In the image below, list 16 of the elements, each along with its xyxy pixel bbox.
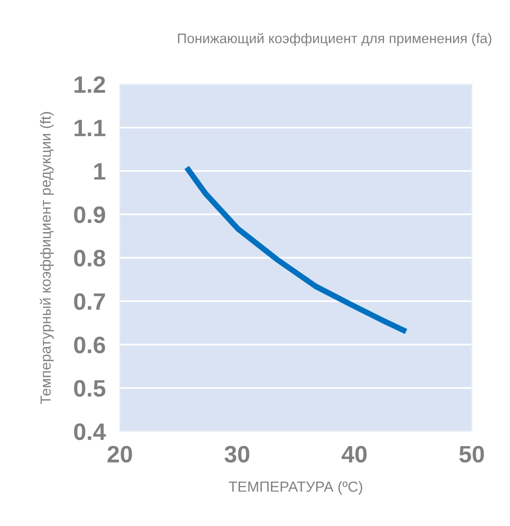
x-tick-label: 20 bbox=[108, 446, 132, 463]
x-tick-label: 30 bbox=[224, 446, 250, 463]
x-tick-label: 40 bbox=[342, 446, 367, 463]
y-tick-label: 0.9 bbox=[74, 206, 106, 224]
y-tick-label: 1 bbox=[94, 163, 106, 180]
x-tick-label: 50 bbox=[459, 446, 484, 463]
y-tick-label: 0.8 bbox=[74, 250, 106, 267]
x-axis-title: ТЕМПЕРАТУРА (ºC) bbox=[228, 481, 362, 495]
y-tick-label: 0.5 bbox=[74, 380, 106, 397]
y-tick-label: 1.1 bbox=[74, 120, 106, 136]
y-tick-label: 1.2 bbox=[74, 76, 106, 93]
y-tick-label: 0.6 bbox=[74, 336, 106, 354]
y-axis-title: Температурный коэффициент редукции (ft) bbox=[40, 112, 54, 404]
chart-title: Понижающий коэффициент для применения (fa) bbox=[178, 32, 492, 46]
y-tick-label: 0.4 bbox=[74, 423, 106, 440]
y-tick-label: 0.7 bbox=[74, 293, 105, 310]
